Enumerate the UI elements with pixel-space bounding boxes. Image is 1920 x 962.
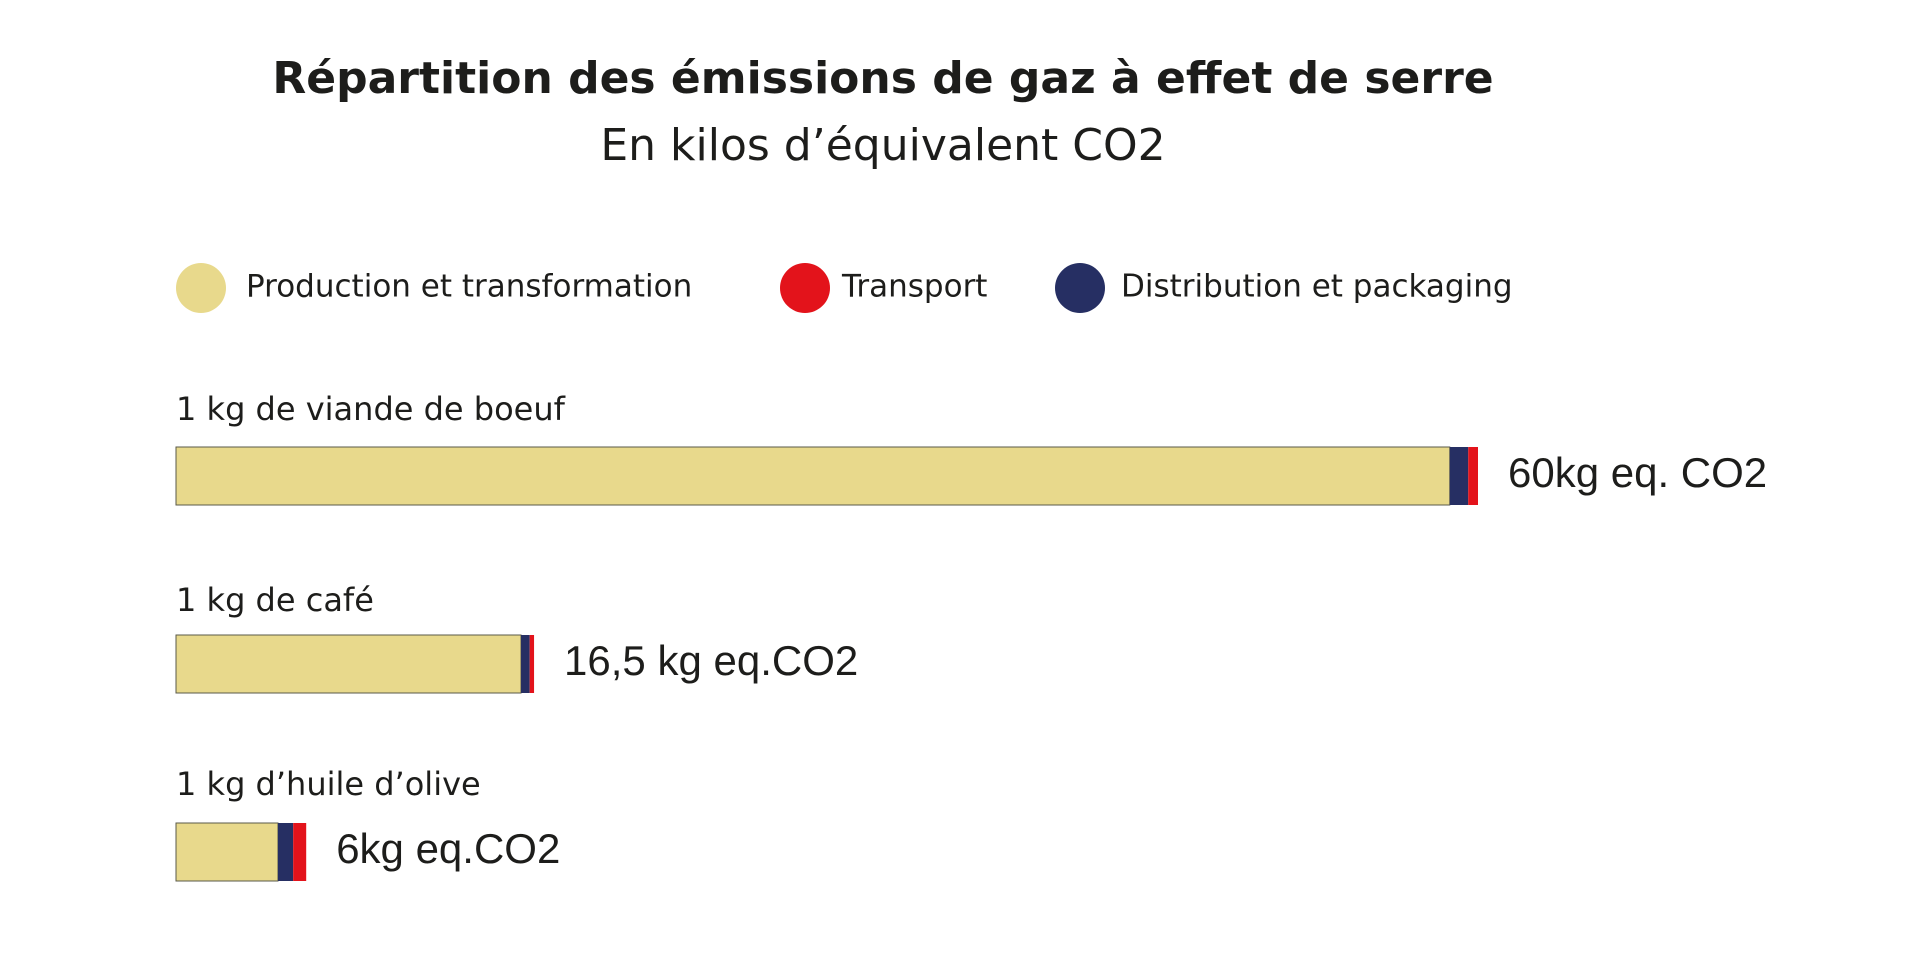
bar-segment: [293, 823, 307, 881]
legend-label: Distribution et packaging: [1121, 269, 1513, 305]
total-label: 16,5 kg eq.CO2: [564, 637, 858, 684]
bar-segment: [521, 635, 530, 693]
category-label: 1 kg de café: [176, 581, 374, 619]
bar-segment: [175, 822, 279, 882]
bar-segment: [277, 823, 294, 881]
bar-segment: [175, 446, 1451, 506]
chart-subtitle: En kilos d’équivalent CO2: [600, 120, 1165, 171]
bar-segment: [1449, 447, 1469, 505]
bar-segment: [175, 634, 522, 694]
legend-label: Transport: [841, 269, 987, 305]
chart-title: Répartition des émissions de gaz à effet…: [272, 53, 1493, 104]
legend-swatch: [1055, 263, 1105, 313]
legend-label: Production et transformation: [246, 269, 692, 305]
total-label: 6kg eq.CO2: [336, 825, 560, 872]
bar-segment: [1468, 447, 1478, 505]
bar-segment: [529, 635, 535, 693]
category-label: 1 kg d’huile d’olive: [176, 765, 481, 803]
legend-swatch: [780, 263, 830, 313]
legend-swatch: [176, 263, 226, 313]
total-label: 60kg eq. CO2: [1508, 449, 1767, 496]
category-label: 1 kg de viande de boeuf: [176, 390, 566, 428]
